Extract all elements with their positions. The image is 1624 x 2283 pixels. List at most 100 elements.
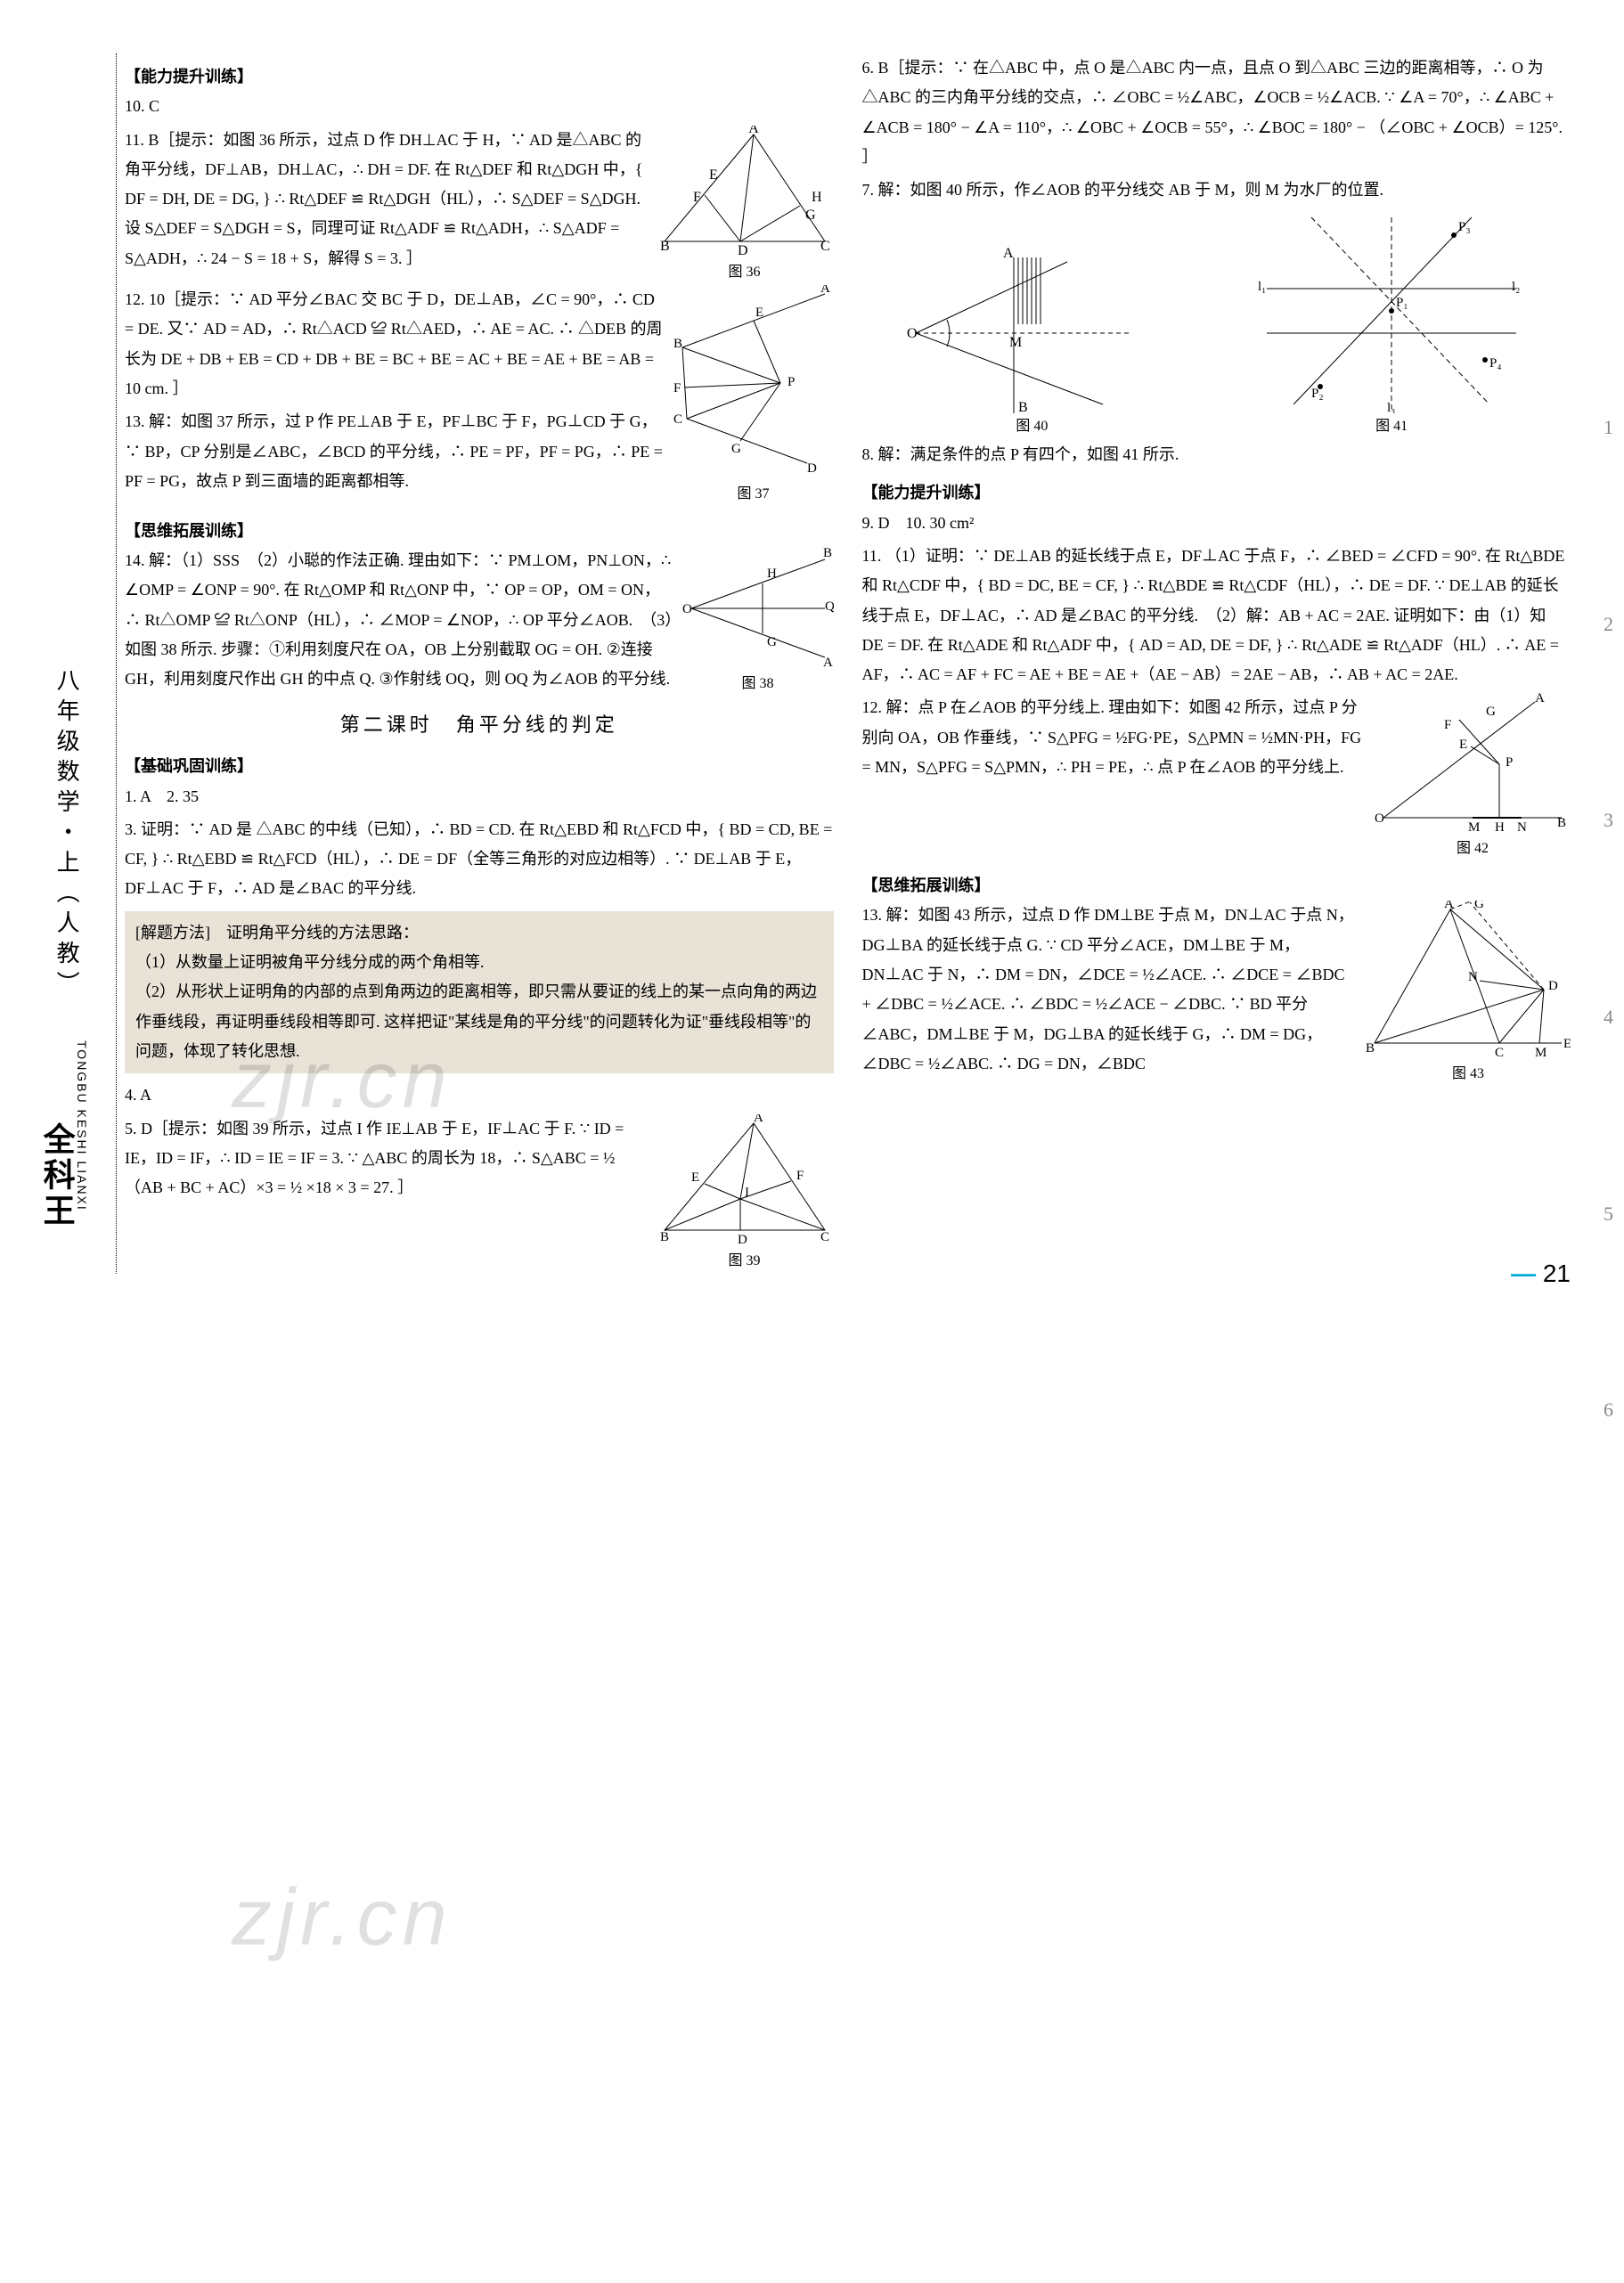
fig43-label: 图 43 <box>1366 1061 1571 1088</box>
svg-text:I: I <box>745 1186 749 1200</box>
figure-41: l₁ l₂ l₃ P₁ P₂ P₃ P₄ 图 41 <box>1258 208 1525 440</box>
svg-text:D: D <box>1548 979 1558 993</box>
page-number: — 21 <box>1511 1251 1571 1297</box>
answer-r11: 11. （1）证明：∵ DE⊥AB 的延长线于点 E，DF⊥AC 于点 F，∴ … <box>862 542 1571 689</box>
svg-text:G: G <box>731 442 741 456</box>
answer-r12-block: 12. 解：点 P 在∠AOB 的平分线上. 理由如下：如图 42 所示，过点 … <box>862 693 1571 862</box>
svg-text:A: A <box>1003 246 1014 261</box>
svg-text:A: A <box>754 1114 763 1125</box>
fig41-label: 图 41 <box>1258 413 1525 440</box>
answer-11: 11. B［提示：如图 36 所示，过点 D 作 DH⊥AC 于 H，∵ AD … <box>125 126 647 273</box>
svg-text:E: E <box>1563 1037 1571 1051</box>
svg-text:A: A <box>1535 693 1545 705</box>
subsection-title: 第二课时 角平分线的判定 <box>125 707 834 744</box>
answer-r6: 6. B［提示：∵ 在△ABC 中，点 O 是△ABC 内一点，且点 O 到△A… <box>862 53 1571 172</box>
answer-14: 14. 解：（1）SSS （2）小聪的作法正确. 理由如下：∵ PM⊥OM，PN… <box>125 546 673 694</box>
answer-b5: 5. D［提示：如图 39 所示，过点 I 作 IE⊥AB 于 E，IF⊥AC … <box>125 1114 647 1203</box>
watermark: zjr.cn <box>232 1844 453 1993</box>
svg-text:C: C <box>820 239 830 254</box>
svg-text:l₃: l₃ <box>1387 401 1395 413</box>
svg-text:l₂: l₂ <box>1512 280 1520 294</box>
answer-r13-block: 13. 解：如图 43 所示，过点 D 作 DM⊥BE 于点 M，DN⊥AC 于… <box>862 901 1571 1088</box>
figures-40-41: O A B M 图 40 l₁ <box>862 208 1571 440</box>
section-basic: 【基础巩固训练】 <box>125 752 834 781</box>
svg-text:B: B <box>1557 816 1566 830</box>
svg-text:F: F <box>1444 718 1451 732</box>
svg-text:P₄: P₄ <box>1489 356 1502 371</box>
answer-b3: 3. 证明：∵ AD 是 △ABC 的中线（已知），∴ BD = CD. 在 R… <box>125 815 834 904</box>
left-column: 【能力提升训练】 10. C 11. B［提示：如图 36 所示，过点 D 作 … <box>125 53 834 1274</box>
fig37-label: 图 37 <box>673 481 834 508</box>
tip-title: [解题方法] 证明角平分线的方法思路： <box>135 918 823 948</box>
answer-13: 13. 解：如图 37 所示，过 P 作 PE⊥AB 于 E，PF⊥BC 于 F… <box>125 407 665 496</box>
svg-text:O: O <box>682 602 692 616</box>
svg-text:H: H <box>1495 820 1505 835</box>
svg-text:C: C <box>820 1230 829 1244</box>
right-margin-marks: 1 2 3 4 5 6 <box>1604 410 1613 1589</box>
svg-text:B: B <box>660 1230 669 1244</box>
answer-b4: 4. A <box>125 1080 834 1110</box>
fig42-label: 图 42 <box>1375 836 1571 862</box>
svg-text:Q: Q <box>825 599 834 614</box>
side-pinyin: TONGBU KESHI LIANXI <box>69 1040 93 1211</box>
svg-text:G: G <box>805 208 816 223</box>
answer-14-block: 14. 解：（1）SSS （2）小聪的作法正确. 理由如下：∵ PM⊥OM，PN… <box>125 546 834 697</box>
answer-10: 10. C <box>125 92 834 121</box>
svg-text:N: N <box>1468 970 1478 984</box>
svg-text:B: B <box>673 337 682 351</box>
right-column: 6. B［提示：∵ 在△ABC 中，点 O 是△ABC 内一点，且点 O 到△A… <box>862 53 1571 1274</box>
svg-text:l₁: l₁ <box>1258 280 1266 294</box>
svg-text:A: A <box>1444 901 1454 911</box>
svg-text:M: M <box>1009 335 1022 350</box>
svg-text:G: G <box>1474 901 1484 911</box>
svg-text:D: D <box>807 461 817 476</box>
side-vertical-label: 八年级数学・上（人教） <box>45 668 87 1001</box>
two-column-layout: 【能力提升训练】 10. C 11. B［提示：如图 36 所示，过点 D 作 … <box>125 53 1571 1274</box>
figure-36: A B C D E F H G 图 36 <box>656 126 834 286</box>
svg-text:B: B <box>823 546 832 560</box>
svg-text:B: B <box>660 239 670 254</box>
section-ability: 【能力提升训练】 <box>125 62 834 92</box>
svg-text:H: H <box>767 567 777 581</box>
fig38-label: 图 38 <box>682 671 834 697</box>
svg-text:F: F <box>796 1169 804 1183</box>
section-ability-r: 【能力提升训练】 <box>862 478 1571 508</box>
svg-text:D: D <box>738 243 748 258</box>
svg-text:P₂: P₂ <box>1311 387 1324 401</box>
answer-b5-block: 5. D［提示：如图 39 所示，过点 I 作 IE⊥AB 于 E，IF⊥AC … <box>125 1114 834 1275</box>
svg-text:G: G <box>767 635 777 649</box>
figure-37: A B C D E F G P 图 37 <box>673 285 834 508</box>
section-thinking-l: 【思维拓展训练】 <box>125 517 834 546</box>
fig39-label: 图 39 <box>656 1248 834 1275</box>
svg-text:A: A <box>748 126 759 136</box>
svg-text:B: B <box>1366 1041 1375 1056</box>
svg-text:O: O <box>907 326 918 341</box>
svg-text:E: E <box>691 1170 699 1185</box>
svg-text:B: B <box>1018 400 1028 413</box>
svg-text:F: F <box>693 190 701 205</box>
svg-text:C: C <box>673 412 682 427</box>
svg-text:C: C <box>1495 1046 1504 1060</box>
svg-text:E: E <box>709 167 718 183</box>
svg-text:D: D <box>738 1233 747 1247</box>
svg-text:E: E <box>755 306 763 320</box>
svg-text:H: H <box>812 190 822 205</box>
svg-text:A: A <box>823 656 833 670</box>
svg-text:P₃: P₃ <box>1458 220 1471 234</box>
svg-text:A: A <box>820 285 830 296</box>
fig40-label: 图 40 <box>907 413 1156 440</box>
svg-text:O: O <box>1375 811 1384 826</box>
figure-42: O B A F G E P M H N 图 42 <box>1375 693 1571 862</box>
svg-text:P₁: P₁ <box>1396 296 1408 310</box>
svg-text:M: M <box>1468 820 1480 835</box>
answer-11-block: 11. B［提示：如图 36 所示，过点 D 作 DH⊥AC 于 H，∵ AD … <box>125 126 834 286</box>
answer-12-13-block: 12. 10［提示：∵ AD 平分∠BAC 交 BC 于 D，DE⊥AB，∠C … <box>125 285 834 508</box>
svg-text:N: N <box>1517 820 1527 835</box>
tip-box: [解题方法] 证明角平分线的方法思路： （1）从数量上证明被角平分线分成的两个角… <box>125 911 834 1073</box>
answer-r8: 8. 解：满足条件的点 P 有四个，如图 41 所示. <box>862 440 1571 469</box>
section-thinking-r: 【思维拓展训练】 <box>862 871 1571 901</box>
fig36-label: 图 36 <box>656 259 834 286</box>
figure-43: A B C E D M N G 图 43 <box>1366 901 1571 1088</box>
svg-text:F: F <box>673 381 681 395</box>
answer-r7: 7. 解：如图 40 所示，作∠AOB 的平分线交 AB 于 M，则 M 为水厂… <box>862 175 1571 205</box>
